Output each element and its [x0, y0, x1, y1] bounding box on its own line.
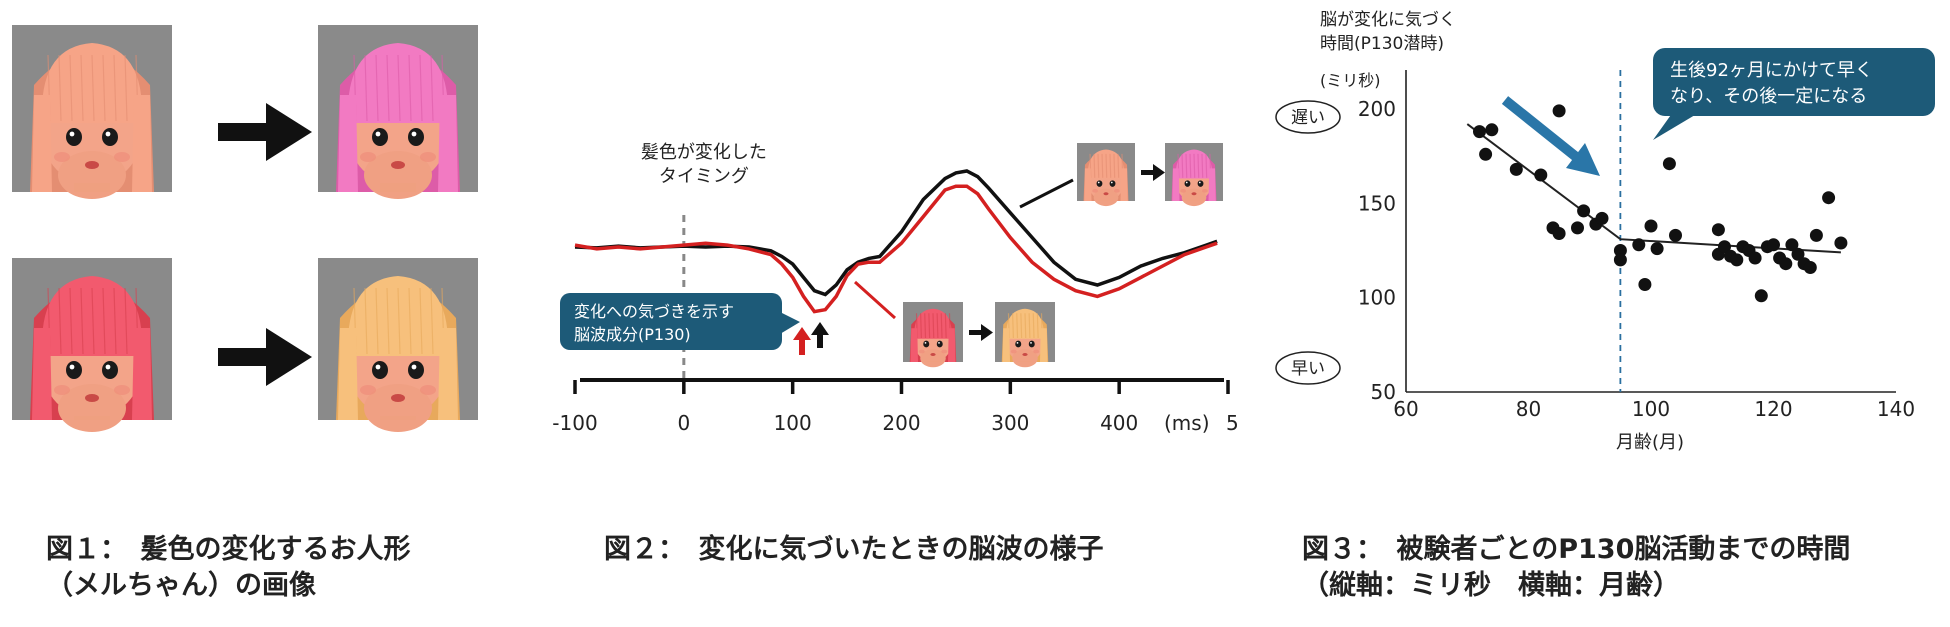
red-leader-line — [853, 280, 897, 320]
x-tick-label: 0 — [677, 411, 690, 435]
slow-label-badge: 遅い — [1275, 100, 1341, 134]
scatter-point — [1791, 247, 1805, 261]
y-tick-label: 150 — [1358, 191, 1396, 215]
figure1-caption-line2: （メルちゃん）の画像 — [46, 570, 316, 601]
doll-image-red — [12, 258, 172, 432]
red-up-arrow-icon — [793, 327, 811, 355]
figure3-caption: 図３： 被験者ごとのP130脳活動までの時間 （縦軸：ミリ秒 横軸：月齢） — [1302, 532, 1850, 604]
x-tick-label: 400 — [1100, 411, 1138, 435]
figure3-caption-line1: 図３： 被験者ごとのP130脳活動までの時間 — [1302, 534, 1851, 565]
callout-text-line2: 脳波成分(P130) — [574, 325, 691, 344]
onset-label-line2: タイミング — [659, 166, 749, 187]
scatter-point — [1552, 227, 1566, 240]
doll-thumbnail-red-to-blonde — [903, 302, 1055, 368]
scatter-point — [1785, 238, 1799, 252]
figure1-images — [12, 25, 478, 432]
x-tick-label: 140 — [1877, 397, 1915, 421]
scatter-point — [1509, 162, 1523, 176]
figure1-caption-line1: 図１： 髪色の変化するお人形 — [46, 534, 411, 565]
black-leader-line — [1019, 178, 1074, 209]
scatter-point — [1595, 211, 1609, 225]
fast-label: 早い — [1291, 359, 1325, 379]
trend-callout: 生後92ヶ月にかけて早く なり、その後一定になる — [1653, 48, 1935, 140]
figure3-caption-line2: （縦軸：ミリ秒 横軸：月齢） — [1302, 570, 1680, 601]
latency-scatter-chart: 脳が変化に気づく 時間(P130潜時) (ミリ秒) 遅い 早い 50 100 150… — [1275, 10, 1935, 453]
callout-text-line1: 生後92ヶ月にかけて早く — [1670, 60, 1873, 81]
fit-line — [1466, 123, 1841, 254]
scatter-point — [1650, 242, 1664, 256]
doll-image-blonde — [318, 258, 478, 432]
figure1-panel: 図１： 髪色の変化するお人形 （メルちゃん）の画像 — [0, 0, 540, 627]
x-tick-label: 500 — [1226, 411, 1240, 435]
figure2-panel: 髪色が変化した タイミング 変化への気づきを示す 脳波成分(P130) -100… — [540, 0, 1264, 627]
scatter-point — [1748, 251, 1762, 265]
scatter-point — [1767, 238, 1780, 252]
scatter-point — [1803, 261, 1817, 274]
scatter-point — [1809, 228, 1823, 242]
scatter-point — [1644, 219, 1658, 233]
figure2-caption: 図２： 変化に気づいたときの脳波の様子 — [604, 534, 1104, 565]
series-line-red — [574, 184, 1218, 314]
right-arrow-icon — [218, 103, 312, 161]
series-line-black — [574, 169, 1218, 297]
black-up-arrow-icon — [811, 322, 829, 348]
x-tick-label: 200 — [882, 411, 920, 435]
scatter-point — [1754, 289, 1768, 303]
x-axis-unit: (ms) — [1164, 411, 1210, 435]
x-tick-label: 100 — [1632, 397, 1670, 421]
x-tick-label: 100 — [774, 411, 812, 435]
scatter-point — [1632, 238, 1646, 252]
y-tick-label: 50 — [1371, 380, 1396, 404]
y-tick-label: 200 — [1358, 97, 1396, 121]
x-tick-label: 60 — [1393, 397, 1418, 421]
scatter-point — [1473, 125, 1486, 139]
scatter-point — [1822, 191, 1836, 205]
scatter-point — [1552, 104, 1566, 118]
scatter-point — [1571, 221, 1584, 235]
erp-waveform-chart: 髪色が変化した タイミング 変化への気づきを示す 脳波成分(P130) -100… — [552, 141, 1264, 435]
figure3-panel: 脳が変化に気づく 時間(P130潜時) (ミリ秒) 遅い 早い 50 100 150… — [1240, 0, 1950, 627]
scatter-points — [1473, 104, 1848, 303]
p130-callout: 変化への気づきを示す 脳波成分(P130) — [560, 293, 800, 350]
scatter-point — [1613, 244, 1627, 257]
x-tick-label: 120 — [1754, 397, 1792, 421]
scatter-point — [1669, 228, 1682, 242]
scatter-point — [1730, 253, 1744, 267]
scatter-point — [1779, 257, 1793, 271]
y-tick-label: 100 — [1358, 286, 1396, 310]
y-axis-unit: (ミリ秒) — [1320, 71, 1381, 90]
x-tick-label: -100 — [552, 411, 597, 435]
onset-label-line1: 髪色が変化した — [641, 141, 767, 163]
scatter-point — [1638, 278, 1652, 291]
doll-image-peach — [12, 25, 172, 199]
scatter-point — [1613, 253, 1627, 267]
figure1-caption: 図１： 髪色の変化するお人形 （メルちゃん）の画像 — [46, 532, 411, 604]
y-axis-label-line1: 脳が変化に気づく — [1320, 10, 1456, 30]
x-axis-label: 月齢(月) — [1616, 432, 1684, 453]
doll-thumbnail-peach-to-pink — [1077, 143, 1223, 207]
callout-text-line1: 変化への気づきを示す — [574, 302, 734, 321]
x-tick-label: 80 — [1516, 397, 1541, 421]
scatter-point — [1577, 204, 1591, 218]
scatter-axes: 50 100 150 200 60 80 100 120 140 — [1358, 70, 1915, 421]
downward-trend-arrow-icon — [1501, 96, 1600, 176]
scatter-point — [1534, 168, 1548, 182]
doll-image-pink — [318, 25, 478, 199]
scatter-point — [1718, 240, 1731, 254]
x-axis-ticks: -100 0 100 200 300 400 500 — [552, 380, 1264, 435]
x-tick-label: 300 — [991, 411, 1029, 435]
callout-text-line2: なり、その後一定になる — [1670, 86, 1867, 107]
scatter-point — [1834, 236, 1848, 250]
scatter-point — [1485, 123, 1499, 137]
slow-label: 遅い — [1291, 108, 1325, 128]
y-axis-label-line2: 時間(P130潜時) — [1320, 34, 1444, 54]
scatter-point — [1711, 223, 1725, 237]
fast-label-badge: 早い — [1275, 351, 1341, 385]
scatter-point — [1662, 157, 1676, 171]
right-arrow-icon — [218, 328, 312, 386]
scatter-point — [1479, 147, 1493, 161]
